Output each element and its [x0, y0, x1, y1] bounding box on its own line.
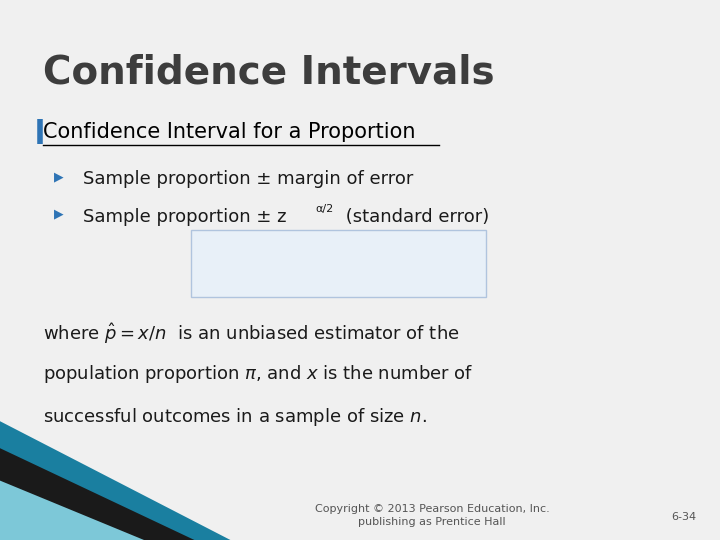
Text: Copyright © 2013 Pearson Education, Inc.: Copyright © 2013 Pearson Education, Inc.	[315, 504, 549, 514]
Text: 6-34: 6-34	[672, 512, 696, 522]
Polygon shape	[0, 448, 194, 540]
Text: where $\hat{p} = x/n$  is an unbiased estimator of the: where $\hat{p} = x/n$ is an unbiased est…	[43, 321, 460, 346]
Text: publishing as Prentice Hall: publishing as Prentice Hall	[358, 517, 506, 527]
Text: $\hat{p} \pm z_{\alpha/2}\sqrt{\dfrac{\hat{p}(1-\hat{p})}{n}}$: $\hat{p} \pm z_{\alpha/2}\sqrt{\dfrac{\h…	[264, 240, 413, 284]
Text: Confidence Intervals: Confidence Intervals	[43, 54, 495, 92]
Polygon shape	[0, 421, 230, 540]
Text: successful outcomes in a sample of size $n$.: successful outcomes in a sample of size …	[43, 406, 427, 428]
Text: Sample proportion ± z: Sample proportion ± z	[83, 208, 287, 226]
Text: Confidence Interval for a Proportion: Confidence Interval for a Proportion	[43, 122, 415, 141]
Text: population proportion $\pi$, and $x$ is the number of: population proportion $\pi$, and $x$ is …	[43, 363, 474, 386]
Polygon shape	[0, 481, 144, 540]
Text: (standard error): (standard error)	[340, 208, 489, 226]
Text: Sample proportion ± margin of error: Sample proportion ± margin of error	[83, 170, 413, 188]
Text: ▶: ▶	[54, 170, 63, 183]
Text: α/2: α/2	[315, 204, 333, 214]
Text: ▶: ▶	[54, 208, 63, 221]
FancyBboxPatch shape	[191, 230, 486, 297]
